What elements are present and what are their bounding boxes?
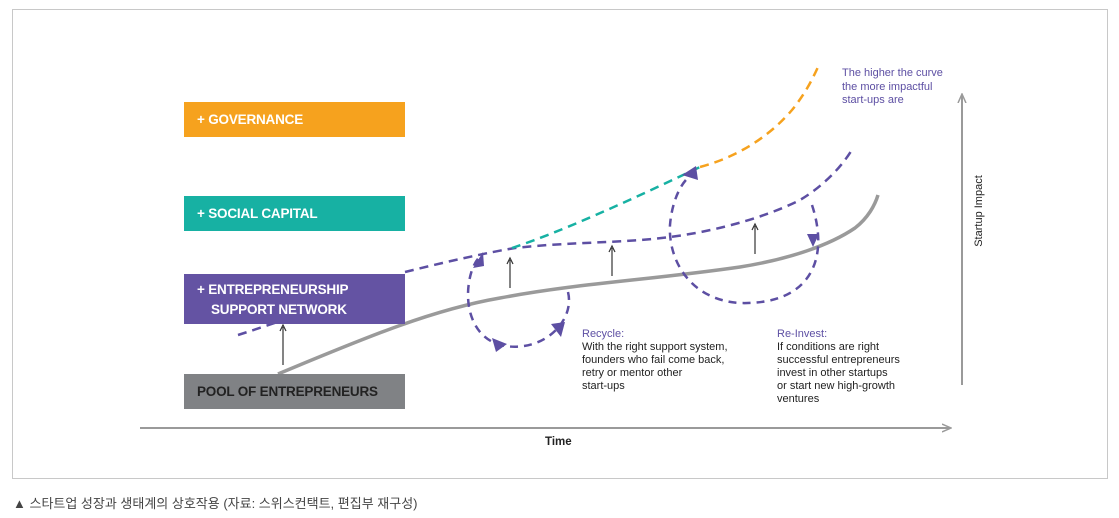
governance-box: + GOVERNANCE <box>184 102 405 137</box>
social-capital-box: + SOCIAL CAPITAL <box>184 196 405 231</box>
reinvest-loop <box>668 172 820 305</box>
recycle-loop <box>466 254 571 348</box>
dashed-social-line <box>511 165 701 250</box>
recycle-note: Recycle: With the right support system, … <box>582 328 728 393</box>
up-arrow-head <box>608 244 616 253</box>
dashed-governance-line <box>699 66 820 169</box>
reinvest-note-line: successful entrepreneurs <box>777 354 900 366</box>
entrepreneurship-support-box: + ENTREPRENEURSHIP SUPPORT NETWORK <box>184 274 405 324</box>
entrepreneurship-label-line1: + ENTREPRENEURSHIP <box>197 282 349 297</box>
x-axis-label: Time <box>545 436 572 448</box>
higher-note-line: the more impactful <box>842 80 933 93</box>
figure-caption: ▲ 스타트업 성장과 생태계의 상호작용 (자료: 스위스컨택트, 편집부 재구… <box>13 496 418 511</box>
higher-note-line: The higher the curve <box>842 67 943 79</box>
reinvest-note-line: ventures <box>777 393 820 405</box>
reinvest-title: Re-Invest: <box>777 328 828 340</box>
reinvest-arrowhead-right <box>807 234 819 247</box>
dashed-support-line <box>404 147 855 274</box>
reinvest-note: Re-Invest: If conditions are right succe… <box>777 328 900 406</box>
recycle-note-line: retry or mentor other <box>582 367 683 379</box>
growth-curve <box>277 194 880 376</box>
recycle-note-line: founders who fail come back, <box>582 354 725 366</box>
up-arrow-head <box>751 222 759 231</box>
higher-curve-note: The higher the curve the more impactful … <box>842 67 943 108</box>
reinvest-note-line: If conditions are right <box>777 341 880 353</box>
recycle-arrowhead-top <box>473 252 484 268</box>
recycle-title: Recycle: <box>582 328 625 340</box>
recycle-arrowhead-right <box>551 322 565 337</box>
entrepreneurship-label-line2: SUPPORT NETWORK <box>211 302 347 317</box>
pool-box: POOL OF ENTREPRENEURS <box>184 374 405 409</box>
higher-note-line: start-ups are <box>842 94 904 106</box>
pool-label: POOL OF ENTREPRENEURS <box>197 383 378 399</box>
reinvest-arrowhead-top <box>682 166 698 180</box>
recycle-note-line: start-ups <box>582 380 625 392</box>
social-capital-label: + SOCIAL CAPITAL <box>197 205 318 221</box>
y-axis-label: Startup Impact <box>973 175 985 247</box>
recycle-arrowhead-bottom <box>492 338 507 352</box>
recycle-note-line: With the right support system, <box>582 341 728 353</box>
reinvest-note-line: or start new high-growth <box>777 380 895 392</box>
upward-arrows <box>279 222 759 365</box>
up-arrow-head <box>506 256 514 265</box>
up-arrow-head <box>279 323 287 332</box>
reinvest-note-line: invest in other startups <box>777 367 888 379</box>
governance-label: + GOVERNANCE <box>197 111 303 127</box>
